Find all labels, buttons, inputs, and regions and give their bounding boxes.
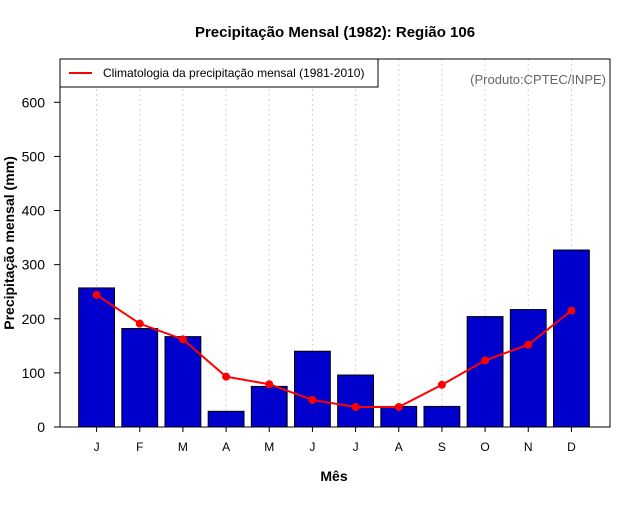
bar-1 [78,287,115,428]
y-tick-label: 300 [22,257,46,273]
bar-3 [164,336,202,428]
y-tick-label: 600 [22,94,46,110]
y-tick-label: 400 [22,203,46,219]
bar-series [78,249,590,428]
y-tick-label: 100 [22,365,46,381]
y-tick-label: 500 [22,148,46,164]
climatology-point-3 [178,335,187,344]
y-tick-label: 200 [22,311,46,327]
bar-4 [207,410,245,428]
x-tick-label: O [480,440,489,454]
x-tick-label: A [395,440,403,454]
x-tick-label: A [222,440,230,454]
climatology-point-10 [481,356,490,365]
x-tick-label: J [94,440,100,454]
climatology-point-1 [92,290,101,299]
climatology-point-11 [524,340,533,349]
legend-label: Climatologia da precipitação mensal (198… [103,66,364,80]
y-axis: 0 100 200 300 400 500 600 [22,94,60,435]
y-axis-label: Precipitação mensal (mm) [1,156,17,330]
bar-7 [337,374,374,428]
bar-5 [250,385,288,428]
x-axis-label: Mês [320,468,347,484]
climatology-line-series [92,290,576,411]
climatology-point-2 [135,319,144,328]
bar-9 [423,405,461,428]
climatology-point-5 [265,380,274,389]
x-tick-label: F [136,440,143,454]
climatology-point-8 [394,402,403,411]
product-credit: (Produto:CPTEC/INPE) [470,72,606,87]
legend-box [59,58,379,88]
x-tick-label: D [567,440,576,454]
legend: Climatologia da precipitação mensal (198… [59,58,379,88]
bar-11 [509,309,547,428]
climatology-point-7 [351,402,360,411]
bar-2 [121,328,159,428]
chart-title: Precipitação Mensal (1982): Região 106 [195,24,475,41]
climatology-point-12 [567,306,576,315]
x-tick-label: M [178,440,188,454]
climatology-line [96,294,573,408]
climatology-point-6 [308,395,317,404]
x-tick-label: J [353,440,359,454]
climatology-point-4 [222,372,231,381]
x-tick-label: S [438,440,446,454]
bar-12 [553,249,590,428]
x-tick-label: N [524,440,533,454]
y-tick-label: 0 [37,419,45,435]
bar-6 [294,350,331,428]
bar-10 [466,316,504,428]
x-tick-label: M [264,440,274,454]
climatology-point-9 [437,380,446,389]
x-tick-label: J [309,440,315,454]
